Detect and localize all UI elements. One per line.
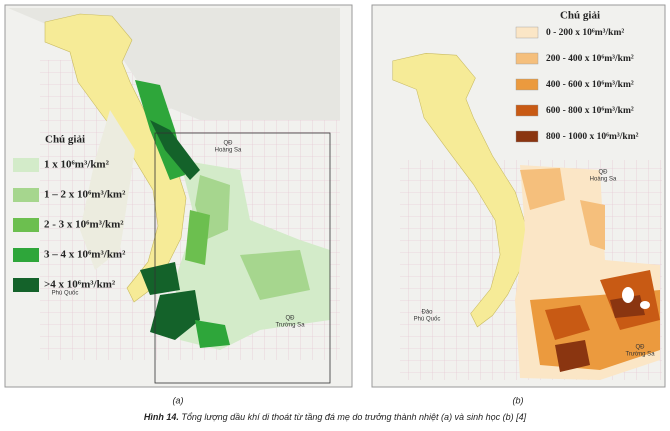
panel-label: (a) [173, 395, 184, 405]
legend-swatch [13, 158, 39, 172]
panel-label: (b) [513, 395, 524, 405]
map-a: Chú giải 1 x 10⁶m³/km² 1 – 2 x 10⁶m³/km² 2… [4, 4, 353, 388]
patch [610, 295, 645, 318]
legend: 1 x 10⁶m³/km² 1 – 2 x 10⁶m³/km² 2 - 3 x 10… [13, 158, 126, 292]
patch [240, 250, 310, 300]
legend-title: Chú giải [45, 134, 85, 146]
patch [185, 210, 210, 265]
patch [555, 340, 590, 372]
place-label: QĐ [286, 316, 296, 322]
legend-swatch [515, 78, 539, 91]
legend-label: 0 - 200 x 10⁶m³/km² [546, 28, 624, 38]
frame-box [154, 132, 331, 384]
patch [150, 120, 200, 180]
legend-title: Chú giải [560, 10, 600, 22]
place-label: QĐ [636, 345, 646, 351]
legend-swatch [515, 130, 539, 143]
patch [545, 305, 590, 340]
legend-label: >4 x 10⁶m³/km² [44, 279, 116, 291]
legend-label: 2 - 3 x 10⁶m³/km² [44, 219, 124, 231]
legend-swatch [13, 278, 39, 292]
legend-swatch [515, 104, 539, 117]
legend-label: 600 - 800 x 10⁶m³/km² [546, 106, 634, 116]
place-label: Phú Quốc [52, 291, 79, 297]
legend-swatch [13, 218, 39, 232]
land-laos-cambodia [80, 110, 135, 270]
caption: Hình 14. Tổng lượng dầu khí di thoát từ … [144, 412, 527, 422]
place-label: Phú Quốc [414, 317, 441, 323]
legend: 0 - 200 x 10⁶m³/km² 200 - 400 x 10⁶m³/km²… [515, 26, 639, 143]
legend-swatch [13, 188, 39, 202]
patch [140, 262, 180, 295]
place-label: QĐ [224, 141, 234, 147]
legend-label: 1 – 2 x 10⁶m³/km² [44, 189, 126, 201]
place-label: Hoàng Sa [590, 177, 617, 183]
place-label: Trường Sa [625, 352, 655, 358]
patch [580, 200, 605, 250]
caption-text: Tổng lượng dầu khí di thoát từ tầng đá m… [181, 412, 526, 422]
patch [520, 168, 565, 210]
map-b: Chú giải 0 - 200 x 10⁶m³/km² 200 - 400 x … [371, 4, 666, 388]
legend-label: 3 – 4 x 10⁶m³/km² [44, 249, 126, 261]
caption-number: Hình 14. [144, 412, 179, 422]
legend-swatch [515, 52, 539, 65]
legend-label: 800 - 1000 x 10⁶m³/km² [546, 132, 639, 142]
legend-swatch [515, 26, 539, 39]
legend-label: 400 - 600 x 10⁶m³/km² [546, 80, 634, 90]
orange-patches [515, 165, 660, 380]
legend-swatch [13, 248, 39, 262]
place-label: Hoàng Sa [215, 148, 242, 154]
legend-label: 1 x 10⁶m³/km² [44, 159, 110, 171]
place-label: QĐ [599, 170, 609, 176]
place-label: Đảo [421, 310, 433, 316]
green-patches [135, 80, 330, 350]
legend-label: 200 - 400 x 10⁶m³/km² [546, 54, 634, 64]
patch [195, 320, 230, 348]
patch [150, 290, 200, 340]
place-label: Trường Sa [275, 323, 305, 329]
